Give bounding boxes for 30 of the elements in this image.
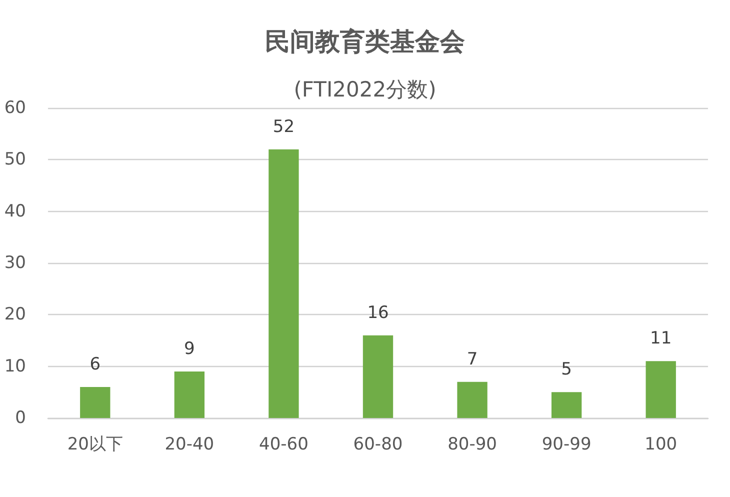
y-tick-label: 10 bbox=[4, 356, 26, 376]
y-tick-label: 40 bbox=[4, 201, 26, 222]
bar bbox=[268, 149, 299, 418]
x-tick-label: 100 bbox=[644, 434, 678, 454]
y-tick-label: 60 bbox=[4, 98, 26, 118]
x-tick-label: 90-99 bbox=[542, 434, 592, 454]
x-tick-label: 60-80 bbox=[353, 434, 403, 454]
x-tick-label: 40-60 bbox=[259, 434, 308, 454]
y-tick-label: 0 bbox=[15, 408, 26, 428]
data-label: 7 bbox=[466, 349, 478, 370]
data-label: 5 bbox=[561, 360, 572, 380]
chart-subtitle: (FTI2022分数) bbox=[294, 78, 436, 102]
x-tick-label: 20-40 bbox=[164, 434, 214, 454]
data-label: 9 bbox=[184, 339, 195, 359]
data-label: 6 bbox=[90, 354, 101, 374]
data-label: 11 bbox=[650, 328, 672, 349]
bar bbox=[174, 372, 205, 418]
bar bbox=[551, 392, 582, 418]
bar bbox=[457, 382, 488, 418]
y-tick-label: 30 bbox=[4, 253, 26, 273]
bar bbox=[80, 387, 110, 418]
chart-title: 民间教育类基金会 bbox=[265, 27, 465, 56]
data-label: 16 bbox=[367, 302, 389, 323]
y-tick-label: 20 bbox=[4, 304, 26, 325]
x-tick-label: 80-90 bbox=[448, 434, 497, 454]
x-tick-label: 20以下 bbox=[67, 434, 123, 454]
data-label: 52 bbox=[272, 116, 295, 137]
bar bbox=[362, 335, 394, 418]
y-tick-label: 50 bbox=[4, 150, 26, 170]
bar bbox=[646, 361, 676, 418]
